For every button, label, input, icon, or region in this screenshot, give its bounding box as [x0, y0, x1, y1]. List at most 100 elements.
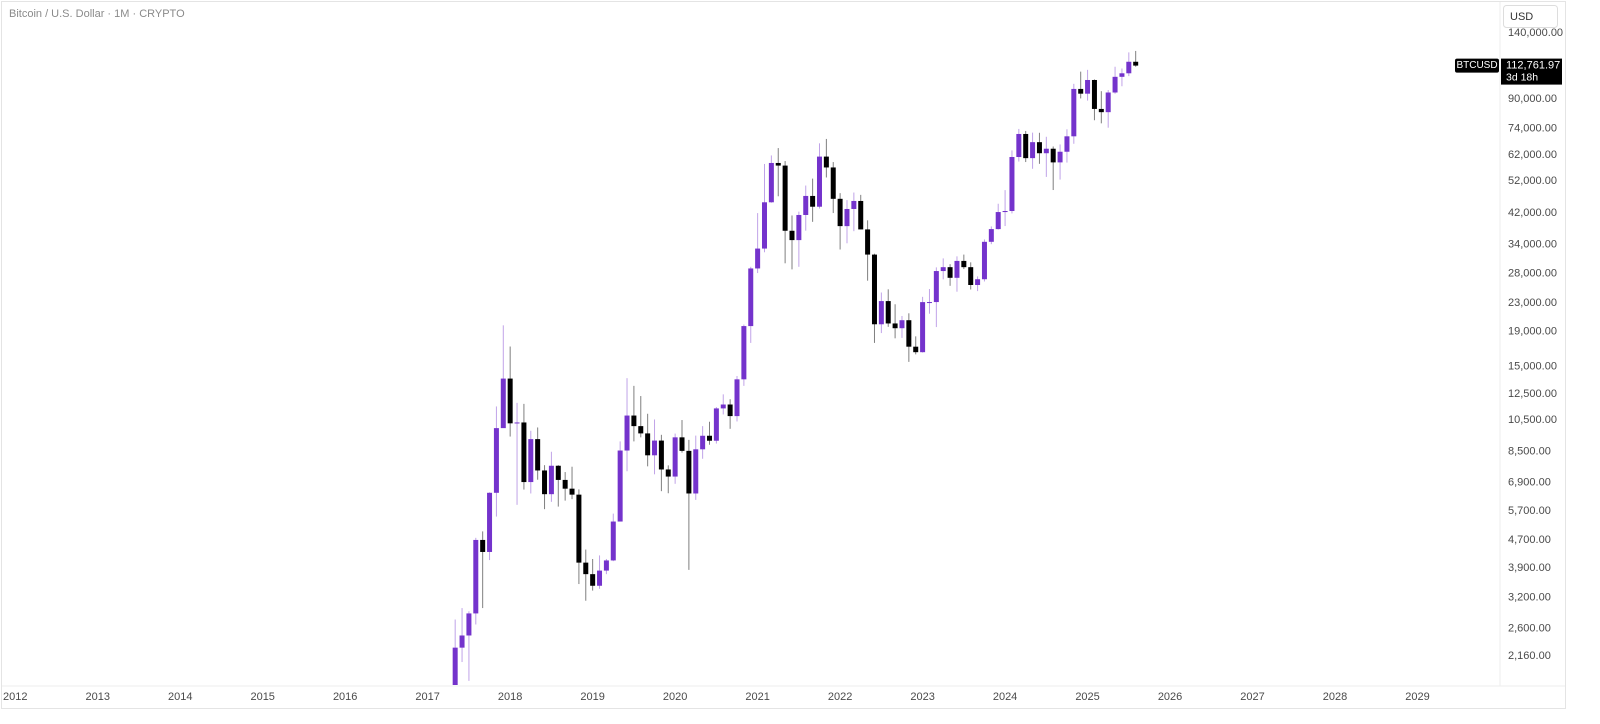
candle-body — [1002, 211, 1008, 213]
candle-body — [741, 326, 747, 380]
candle-body — [507, 378, 513, 424]
candle-body — [583, 562, 589, 575]
candle-body — [1078, 88, 1084, 94]
candle-body — [590, 574, 596, 586]
y-tick-label: 2,160.00 — [1508, 650, 1551, 662]
candle-body — [645, 433, 651, 456]
candle-body — [761, 202, 767, 249]
y-tick-label: 90,000.00 — [1508, 93, 1557, 105]
candle-body — [830, 167, 836, 199]
candle-body — [500, 378, 506, 429]
candle-body — [995, 212, 1001, 230]
candle-body — [810, 195, 816, 207]
candle-body — [961, 260, 967, 268]
candle-body — [1112, 76, 1118, 93]
x-tick-label: 2029 — [1405, 691, 1429, 703]
candle-body — [1085, 79, 1091, 94]
candle-body — [947, 267, 953, 278]
candle-body — [906, 320, 912, 347]
candle-body — [920, 302, 926, 353]
candle-body — [1105, 92, 1111, 113]
candle-body — [768, 162, 774, 203]
x-tick-label: 2018 — [498, 691, 522, 703]
x-tick-label: 2013 — [85, 691, 109, 703]
price-label: 112,761.97 — [1506, 60, 1560, 72]
x-tick-label: 2015 — [250, 691, 274, 703]
candle-body — [576, 494, 582, 563]
candle-body — [899, 320, 905, 329]
y-tick-label: 15,000.00 — [1508, 361, 1557, 373]
candle-body — [459, 635, 465, 648]
candle-body — [865, 229, 871, 255]
candle-body — [981, 241, 987, 280]
candle-body — [652, 440, 658, 456]
candle-body — [693, 449, 699, 494]
candle-body — [913, 346, 919, 353]
candle-body — [796, 214, 802, 241]
x-tick-label: 2026 — [1158, 691, 1182, 703]
candle-body — [933, 271, 939, 303]
candle-body — [713, 408, 719, 441]
candle-body — [1057, 151, 1063, 163]
candle-body — [1071, 88, 1077, 137]
y-tick-label: 23,000.00 — [1508, 297, 1557, 309]
y-tick-label: 19,000.00 — [1508, 325, 1557, 337]
candle-body — [816, 156, 822, 207]
y-tick-label: 12,500.00 — [1508, 388, 1557, 400]
countdown-label: 3d 18h — [1506, 71, 1538, 83]
symbol-tag — [1455, 58, 1499, 73]
candle-body — [548, 465, 554, 495]
candle-body — [968, 267, 974, 285]
candle-body — [638, 426, 644, 434]
candle-body — [624, 415, 630, 451]
candle-body — [727, 404, 733, 417]
chart-title: Bitcoin / U.S. Dollar · 1M · CRYPTO — [9, 8, 185, 20]
x-tick-label: 2019 — [580, 691, 604, 703]
candle-body — [871, 254, 877, 325]
candle-body — [665, 469, 671, 477]
candle-body — [658, 440, 664, 470]
x-tick-label: 2020 — [663, 691, 687, 703]
y-tick-label: 4,700.00 — [1508, 534, 1551, 546]
candle-body — [988, 229, 994, 242]
x-tick-label: 2014 — [168, 691, 192, 703]
candle-body — [734, 379, 740, 417]
x-tick-label: 2023 — [910, 691, 934, 703]
candle-body — [755, 248, 761, 269]
candle-body — [700, 435, 706, 450]
y-tick-label: 2,600.00 — [1508, 622, 1551, 634]
y-tick-label: 52,000.00 — [1508, 175, 1557, 187]
candle-body — [617, 450, 623, 522]
candle-body — [720, 404, 726, 409]
x-tick-label: 2017 — [415, 691, 439, 703]
candle-body — [1119, 73, 1125, 77]
candle-body — [466, 613, 472, 636]
currency-button[interactable] — [1503, 5, 1558, 28]
currency-label[interactable]: USD — [1510, 11, 1533, 23]
axes: 140,000.00 90,000.00 74,000.00 62,000.00 52,… — [3, 27, 1563, 703]
candle-body — [940, 267, 946, 272]
candle-body — [473, 539, 479, 614]
y-tick-label: 62,000.00 — [1508, 149, 1557, 161]
candle-body — [1023, 133, 1029, 159]
candle-body — [1036, 142, 1042, 154]
candle-body — [858, 200, 864, 230]
candle-body — [1016, 133, 1022, 158]
y-tick-label: 5,700.00 — [1508, 505, 1551, 517]
candle-body — [1043, 148, 1049, 154]
candle-body — [803, 195, 809, 215]
candle-body — [878, 301, 884, 325]
y-tick-label: 3,200.00 — [1508, 591, 1551, 603]
candle-body — [528, 439, 534, 483]
x-tick-label: 2028 — [1323, 691, 1347, 703]
y-tick-label: 3,900.00 — [1508, 562, 1551, 574]
candle-body — [975, 279, 981, 285]
candle-body — [1126, 61, 1132, 74]
candle-body — [782, 165, 788, 231]
candle-body — [892, 323, 898, 329]
candle-body — [1098, 108, 1104, 113]
candle-body — [1050, 148, 1056, 163]
x-tick-label: 2024 — [993, 691, 1017, 703]
candle-body — [686, 450, 692, 494]
